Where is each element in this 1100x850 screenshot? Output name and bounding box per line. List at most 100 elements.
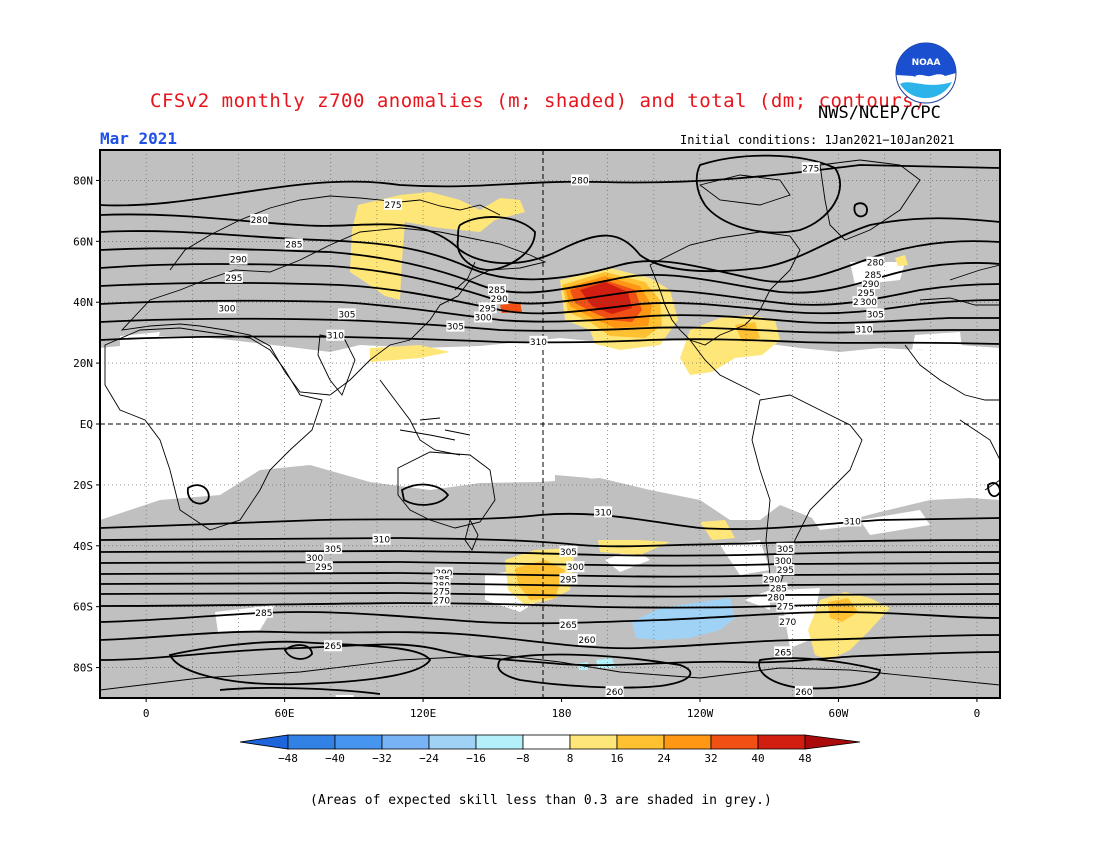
contour-label: 310 [843,515,862,527]
contour-label: 300 [217,302,236,314]
contour-label-background [384,198,403,210]
contour-label: 280 [571,174,589,186]
contour-label-background [335,695,354,698]
lon-tick-label: 120E [410,707,437,720]
contour-label-background [432,585,451,597]
contour-label: 305 [559,545,578,558]
contour-label-background [769,582,788,594]
colorbar-tick-label: 32 [704,752,717,765]
contour-label-background [854,323,873,335]
contour-label-text: 265 [774,648,791,658]
colorbar-high-arrow [804,734,861,750]
contour-label-text: 295 [315,563,332,573]
longitude-axis: 0 60E 120E 180 120W 60W 0 [143,698,980,720]
contour-label-background [434,567,453,579]
contour-label-background [474,311,493,323]
colorbar-bin [757,734,806,750]
contour-label-background [372,533,391,545]
contour-label: 275 [432,585,451,597]
contour-label-background [224,271,243,283]
contour-label: 285 [864,268,883,281]
contour-label: 295 [478,302,497,314]
contour-label-background [866,308,885,320]
colorbar-bin [710,734,759,750]
contour-label-text: 310 [855,326,872,336]
contour-label: 295 [314,561,333,573]
colorbar-tick-label: 8 [567,752,574,765]
contour-label-text: 295 [560,575,577,585]
contour-label-text: 300 [306,554,323,564]
contour-label-background [859,296,878,308]
contour-label-background [577,634,596,646]
colorbar-tick-label: −40 [325,752,345,765]
contour-label: 305 [324,542,343,555]
contour-label-background [254,606,273,618]
contour-label-text: 310 [327,332,344,342]
contour-label: 300 [305,551,324,564]
contour-label-background [866,256,885,268]
contour-label-text: 305 [338,310,355,320]
contour-label-background [605,685,624,697]
contour-label-text: 305 [867,310,884,320]
contour-label: 295 [224,271,243,284]
agency-label: NWS/NCEP/CPC [818,103,941,123]
contour-label-background [324,640,343,652]
lat-tick-label: 40S [73,540,93,553]
lat-tick-label: 40N [73,296,93,309]
contour-label-text: 275 [433,587,450,597]
lon-tick-label: 120W [687,707,714,720]
contour-label: 310 [326,329,345,342]
contour-label-background [857,287,876,299]
contour-label-background [801,162,820,174]
contour-label: 305 [337,308,356,320]
colorbar-tick-label: −8 [516,752,529,765]
contour-label-background [776,542,795,554]
contour-label-text: 310 [844,517,861,527]
contour-label-text: 275 [777,603,794,613]
contour-label-background [559,545,578,557]
contour-label-text: 310 [530,338,547,348]
contour-label-text: 300 [774,557,791,567]
forecast-month: Mar 2021 [100,129,178,148]
contour-label: 295 [559,573,578,585]
contour-label-background [446,320,465,332]
colorbar-tick-label: 48 [798,752,811,765]
contour-label-background [778,615,797,627]
contour-label-text: 285 [488,286,505,296]
contour-label-background [487,284,506,296]
contour-label: 275 [801,162,820,174]
contour-label: 270 [432,594,451,607]
contour-label-text: 305 [324,545,341,555]
contour-label: 310 [854,323,873,336]
contour-label-background [776,564,795,576]
contour-label-background [864,268,883,280]
contour-labels: 2802752752752802852902953003053102852902… [217,162,885,698]
contour-label-background [324,542,343,554]
contour-label-text: 260 [795,688,812,698]
contour-label-text: 290 [763,575,780,585]
contour-label: 305 [446,320,465,333]
contour-label-background [432,594,451,606]
colorbar-bin [428,734,477,750]
contour-label: 310 [594,506,613,518]
noaa-logo: NOAA [895,42,957,104]
contour-label-text: 260 [606,688,623,698]
contour-label-text: 295 [479,304,496,314]
colorbar-bin [381,734,430,750]
contour-label-background [326,329,345,341]
colorbar-bin [616,734,665,750]
contour-label-text: 270 [779,618,796,628]
lon-tick-label: 180 [552,707,572,720]
contour-label: 280 [250,214,269,226]
contour-label: 290 [490,293,509,305]
contour-label-background [843,515,862,527]
contour-label-text: 290 [491,295,508,305]
colorbar-low-arrow [239,734,289,750]
lat-tick-label: 20N [73,357,93,370]
latitude-axis: 80N 60N 40N 20N EQ 20S 40S 60S 80S [73,174,100,675]
contour-label: 260 [605,685,624,698]
logo-text: NOAA [912,58,941,68]
contour-label-text: 280 [251,216,268,226]
map-plot-area: 2802752752752802852902953003053102852902… [100,150,1000,698]
contour-label-background [774,555,793,566]
